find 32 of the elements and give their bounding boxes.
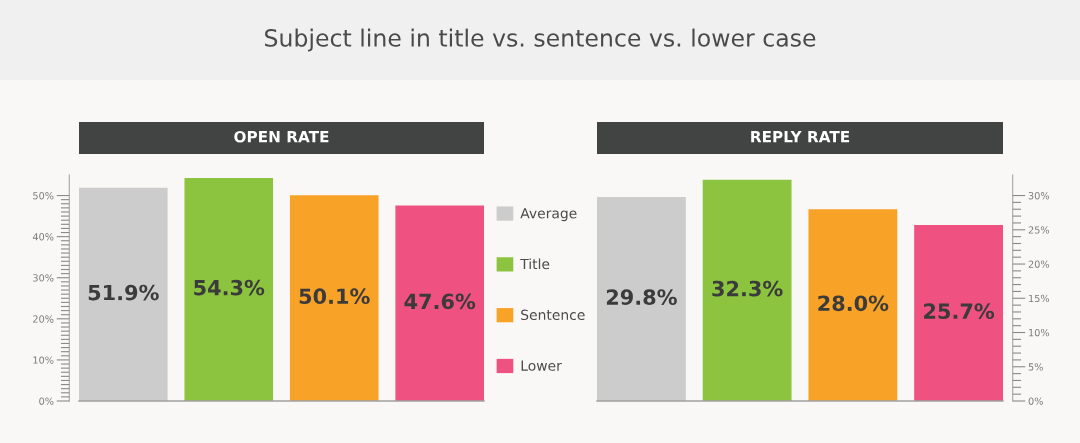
bar [808,209,898,401]
legend-label: Title [520,258,550,270]
data-label: 29.8% [606,289,677,305]
y-tick-label: 10% [33,356,54,364]
y-tick-label: 0% [1028,397,1043,405]
data-label: 32.3% [712,280,783,297]
y-tick-label: 40% [32,233,54,241]
chart-subtitle: REPLY RATE [751,131,850,143]
y-tick-label: 0% [39,397,54,405]
data-label: 25.7% [924,303,995,320]
bar [702,179,792,401]
y-tick-label: 20% [1028,260,1050,268]
y-tick-label: 20% [33,315,54,323]
y-tick-label: 25% [1028,226,1050,234]
data-label: 28.0% [818,295,889,312]
legend-label: Sentence [521,309,585,321]
y-tick-label: 30% [1028,192,1050,200]
legend-label: Lower [521,360,562,371]
text: Subject line in title vs. sentence vs. lower case [265,28,816,52]
data-label: 50.1% [299,288,370,305]
y-tick-label: 30% [33,274,54,282]
bar [597,196,686,401]
y-tick-label: 50% [33,192,54,200]
y-tick-label: 10% [1029,328,1050,337]
data-label: 54.3% [194,279,265,296]
y-tick-label: 15% [1029,294,1050,303]
chart-subtitle: OPEN RATE [234,130,329,143]
data-label: 47.6% [404,293,476,310]
legend-label: Average [520,208,577,222]
y-tick-label: 5% [1028,363,1043,371]
bar [914,224,1003,401]
data-label: 51.9% [88,284,159,301]
